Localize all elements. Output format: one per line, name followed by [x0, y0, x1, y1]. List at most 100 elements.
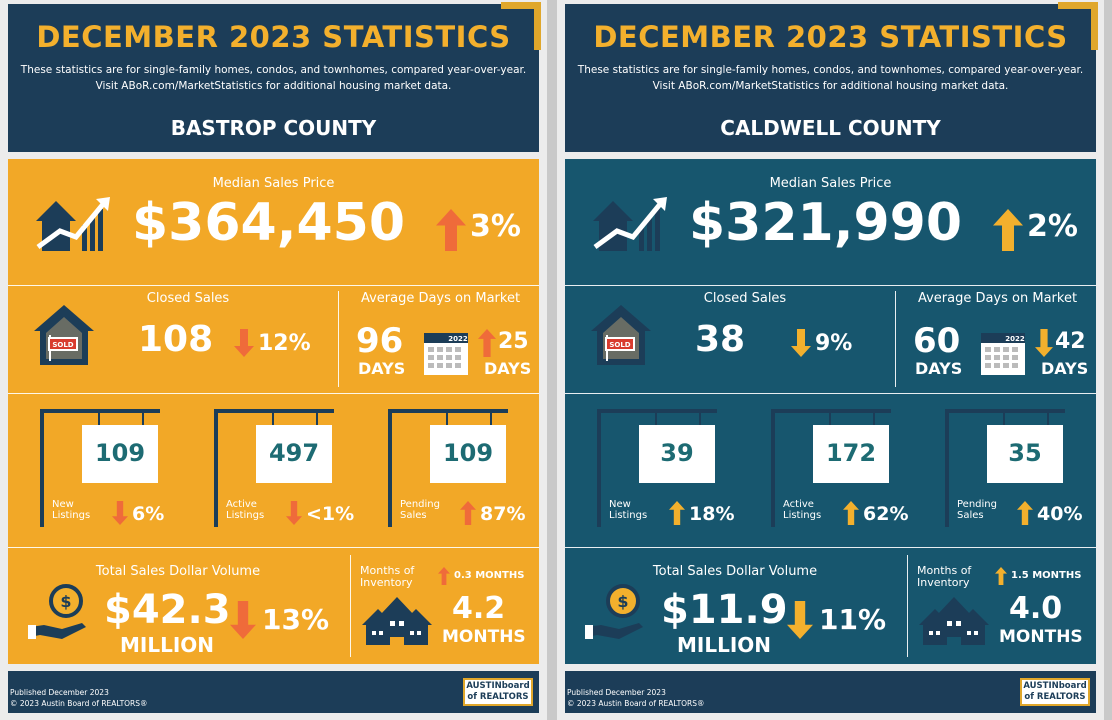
money-hand-icon: $ [585, 584, 643, 639]
listing-sign: 39 [639, 425, 715, 483]
inventory-value: 4.2 [452, 591, 506, 626]
sign-label: Pending Sales [400, 499, 440, 521]
sign-label-line-1: New [609, 499, 631, 510]
divider [8, 393, 539, 394]
abor-logo[interactable]: AUSTINboard of REALTORS [1020, 678, 1090, 706]
median-change: 3% [470, 209, 521, 244]
sign-hanger [142, 409, 144, 427]
sign-hanger [829, 409, 831, 427]
caldwell-panel: DECEMBER 2023 STATISTICS These statistic… [557, 0, 1104, 720]
inventory-change-arrow-icon [438, 567, 450, 585]
stats-body: Median Sales Price $364,450 3% Closed Sa… [8, 159, 539, 664]
listing-sign: 109 [82, 425, 158, 483]
sign-bar [214, 409, 334, 413]
sign-bar [40, 409, 160, 413]
median-change-arrow-icon [993, 209, 1023, 251]
sign-label-line-2: Listings [783, 510, 822, 521]
sign-hanger [873, 409, 875, 427]
sign-label: Active Listings [783, 499, 821, 521]
sign-label-line-2: Sales [400, 510, 427, 521]
sign-group-new-listings: 39 New Listings 18% [597, 401, 737, 541]
house-growth-icon [593, 197, 667, 251]
sign-value: 109 [442, 439, 494, 467]
county-name: CALDWELL COUNTY [720, 116, 941, 140]
svg-text:$: $ [60, 592, 71, 611]
sign-value: 497 [268, 439, 320, 467]
sales-volume-unit: MILLION [120, 633, 215, 657]
logo-line-1: AUSTINboard [466, 681, 530, 691]
arrow-shape [993, 209, 1023, 251]
inventory-change: 0.3 MONTHS [454, 570, 525, 581]
sign-bar [388, 409, 508, 413]
house-growth-icon [36, 197, 110, 251]
sign-hanger [446, 409, 448, 427]
sign-post [40, 409, 44, 527]
closed-sales-value: 108 [138, 319, 214, 360]
median-price-value: $321,990 [689, 193, 963, 253]
sales-volume-label: Total Sales Dollar Volume [95, 564, 261, 579]
page-title: DECEMBER 2023 STATISTICS [593, 20, 1068, 54]
sign-change: 87% [480, 503, 526, 525]
sign-label-line-2: Sales [957, 510, 984, 521]
median-price-label: Median Sales Price [212, 176, 335, 191]
sign-value: 172 [825, 439, 877, 467]
sign-hanger [1003, 409, 1005, 427]
arrow-shape [436, 209, 466, 251]
sold-house-icon: SOLD [34, 305, 94, 365]
divider [565, 285, 1096, 286]
days-change-unit: DAYS [1041, 359, 1089, 378]
calendar-icon: 2022 [424, 333, 468, 375]
inventory-label-line-2: Inventory [917, 576, 970, 589]
sign-post [945, 409, 949, 527]
sign-value: 39 [660, 439, 694, 467]
arrow-shape [438, 567, 450, 585]
sales-volume-change: 11% [819, 603, 887, 636]
sign-bar [597, 409, 717, 413]
houses-icon [919, 597, 989, 645]
sold-sign-text: SOLD [52, 341, 73, 349]
arrow-shape [478, 329, 496, 357]
divider [8, 285, 539, 286]
inventory-change-arrow-icon [995, 567, 1007, 585]
days-on-market-value: 60 [913, 321, 961, 361]
days-on-market-label: Average Days on Market [917, 291, 1078, 306]
arrow-shape [1035, 329, 1053, 357]
sign-post [771, 409, 775, 527]
abor-logo[interactable]: AUSTINboard of REALTORS [463, 678, 533, 706]
sign-label-line-1: Pending [400, 499, 440, 510]
calendar-icon: 2022 [981, 333, 1025, 375]
copyright: © 2023 Austin Board of REALTORS® [567, 699, 705, 708]
sign-hanger [316, 409, 318, 427]
sign-change: 18% [689, 503, 735, 525]
closed-change-arrow-icon [791, 329, 811, 357]
subtitle: These statistics are for single-family h… [18, 62, 529, 94]
sign-post [388, 409, 392, 527]
arrow-shape [460, 501, 476, 525]
sign-label-line-1: Active [783, 499, 814, 510]
median-change-arrow-icon [436, 209, 466, 251]
corner-decoration [501, 2, 541, 50]
stats-body: Median Sales Price $321,990 2% Closed Sa… [565, 159, 1096, 664]
arrow-shape [1017, 501, 1033, 525]
vertical-divider [338, 291, 339, 387]
days-unit: DAYS [358, 359, 406, 378]
subtitle-line-1: These statistics are for single-family h… [577, 64, 1084, 76]
inventory-label: Months of Inventory [360, 565, 414, 589]
page-title: DECEMBER 2023 STATISTICS [36, 20, 511, 54]
sign-post [597, 409, 601, 527]
logo-line-2: of REALTORS [1024, 692, 1086, 702]
sign-hanger [98, 409, 100, 427]
divider [8, 547, 539, 548]
arrow-shape [669, 501, 685, 525]
sign-hanger [272, 409, 274, 427]
closed-sales-change: 9% [815, 331, 853, 356]
svg-text:$: $ [617, 592, 628, 611]
days-change-arrow-icon [1035, 329, 1053, 357]
footer-text: Published December 2023 © 2023 Austin Bo… [10, 687, 148, 709]
divider [565, 393, 1096, 394]
county-name: BASTROP COUNTY [170, 116, 377, 140]
sales-volume-unit: MILLION [677, 633, 772, 657]
sign-hanger [1047, 409, 1049, 427]
listing-sign: 35 [987, 425, 1063, 483]
published-date: Published December 2023 [567, 688, 666, 697]
